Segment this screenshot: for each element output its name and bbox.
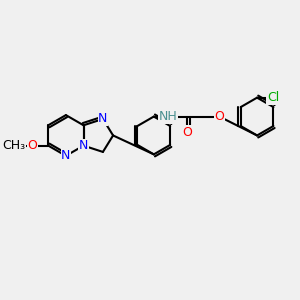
Text: Cl: Cl	[267, 91, 279, 104]
Text: CH₃: CH₃	[2, 139, 25, 152]
Text: O: O	[214, 110, 224, 123]
Text: NH: NH	[159, 110, 178, 123]
Text: N: N	[98, 112, 108, 125]
Text: N: N	[61, 149, 70, 162]
Text: O: O	[27, 139, 37, 152]
Text: N: N	[79, 139, 88, 152]
Text: O: O	[182, 126, 192, 139]
